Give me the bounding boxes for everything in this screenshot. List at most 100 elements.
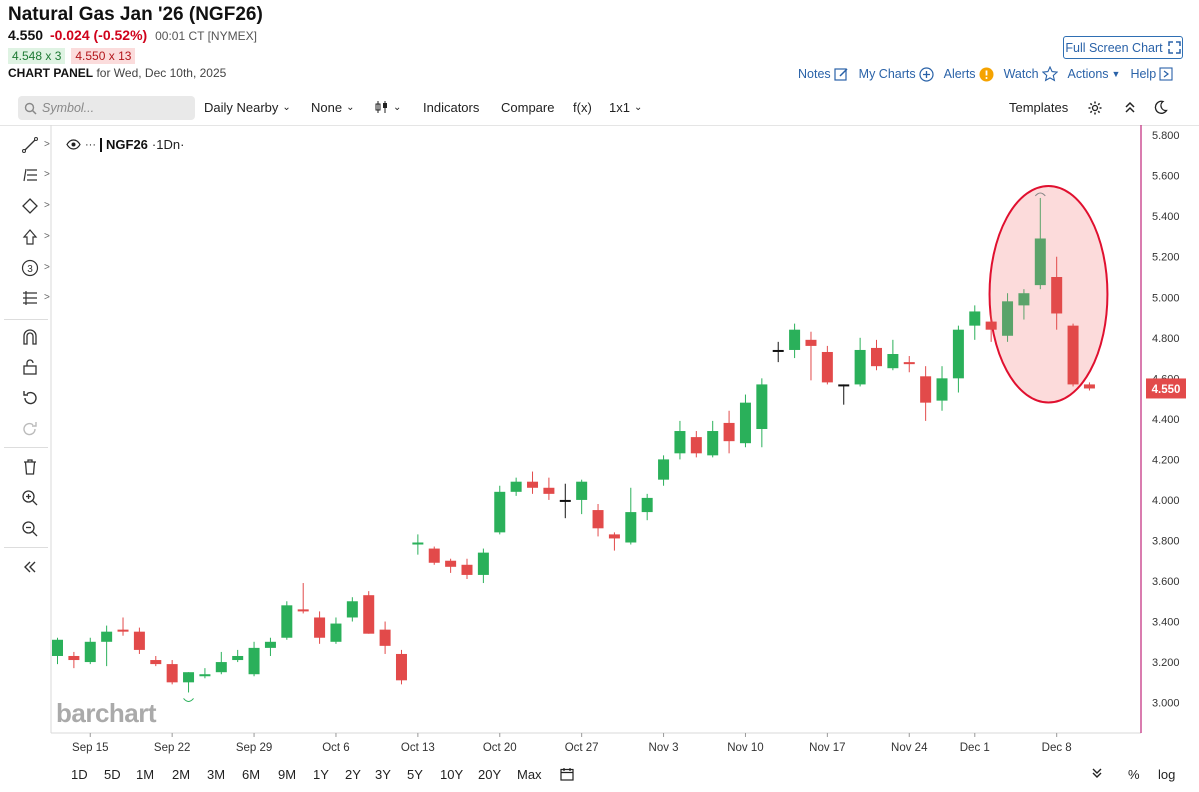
function-button[interactable]: f(x) [573,100,592,115]
eye-icon[interactable] [66,139,81,150]
candle-body [674,431,686,454]
measure-tool[interactable] [18,286,42,310]
candle-body [543,487,555,494]
y-tick-label: 3.200 [1152,657,1180,669]
alerts-button[interactable]: Alerts [944,67,994,82]
symbol-input[interactable]: Symbol... [18,96,195,120]
candle [707,420,719,458]
candle [871,339,882,371]
calendar-button[interactable] [560,767,574,784]
zoom-out-button[interactable] [18,517,42,541]
log-toggle[interactable]: log [1158,767,1176,782]
range-button-2m[interactable]: 2M [172,767,191,782]
x-tick-label: Oct 13 [401,742,435,754]
range-button-1d[interactable]: 1D [71,767,88,782]
candle [379,621,391,654]
chevron-right-icon: > [44,231,50,242]
range-button-1y[interactable]: 1Y [313,767,329,782]
collapse-button[interactable] [1123,100,1137,114]
line-tool[interactable] [18,133,42,157]
more-icon[interactable]: ··· [85,138,96,151]
range-button-9m[interactable]: 9M [278,767,297,782]
candle [903,356,915,373]
range-button-3y[interactable]: 3Y [375,767,391,782]
candle [1051,256,1063,330]
templates-button[interactable]: Templates [1009,100,1069,115]
zoom-in-button[interactable] [18,486,42,510]
range-button-2y[interactable]: 2Y [345,767,361,782]
candle-body [920,376,932,403]
actions-label: Actions [1067,67,1109,81]
y-tick-label: 5.400 [1152,211,1180,223]
collapse-sidebar-button[interactable] [18,555,42,579]
swing-high-marker [1034,192,1046,197]
magnet-tool[interactable] [18,325,42,349]
candle-body [772,349,784,352]
help-button[interactable]: Help [1130,67,1173,81]
full-screen-button[interactable]: Full Screen Chart [1063,36,1183,59]
candle [494,485,506,535]
candle [527,471,539,494]
compare-button[interactable]: Compare [501,100,555,115]
quote-time: 00:01 CT [NYMEX] [155,29,257,43]
candle [510,477,522,496]
alert-icon [979,67,994,81]
candle [821,345,833,385]
arrow-tool[interactable] [18,225,42,249]
range-button-5d[interactable]: 5D [104,767,121,782]
range-button-max[interactable]: Max [517,767,542,782]
price-line: 4.550 -0.024 (-0.52%) 00:01 CT [NYMEX] [8,27,257,43]
range-button-3m[interactable]: 3M [207,767,226,782]
candle-body [625,512,637,543]
none-dropdown[interactable]: None ⌄ [311,100,354,115]
candle [985,313,997,342]
chart-type-dropdown[interactable]: ⌄ [375,100,401,114]
undo-button[interactable] [18,386,42,410]
candle-body [510,481,522,492]
ask-value: 4.550 x 13 [71,48,136,64]
candle-body [363,595,375,634]
delete-button[interactable] [18,455,42,479]
candle-body [690,437,702,454]
candle [101,625,113,667]
notes-button[interactable]: Notes [798,67,849,82]
search-icon [24,102,37,115]
candle-body [969,311,981,326]
candle [789,323,801,359]
lock-tool[interactable] [18,355,42,379]
watch-button[interactable]: Watch [1004,66,1058,82]
indicators-button[interactable]: Indicators [423,100,480,115]
price-chart[interactable]: 5.8005.6005.4005.2005.0004.8004.6004.400… [0,125,1199,760]
shape-tool[interactable] [18,194,42,218]
candle [920,366,932,421]
range-button-20y[interactable]: 20Y [478,767,502,782]
period-dropdown[interactable]: Daily Nearby ⌄ [204,100,291,115]
panel-label: CHART PANEL [8,66,94,80]
range-button-10y[interactable]: 10Y [440,767,464,782]
percent-toggle[interactable]: % [1128,767,1140,782]
sidebar-divider [4,319,48,320]
actions-menu[interactable]: Actions ▼ [1068,67,1121,81]
settings-button[interactable] [1087,100,1103,116]
fib-tool[interactable] [18,163,42,187]
candle [739,394,751,448]
candle [117,617,129,636]
range-button-1m[interactable]: 1M [136,767,155,782]
y-tick-label: 4.200 [1152,454,1180,466]
last-price-badge [1146,378,1186,399]
chart-panel-label: CHART PANEL for Wed, Dec 10th, 2025 [8,66,226,80]
y-tick-label: 3.800 [1152,535,1180,547]
range-button-6m[interactable]: 6M [242,767,261,782]
layout-dropdown[interactable]: 1x1 ⌄ [609,100,642,115]
my-charts-button[interactable]: My Charts [859,66,934,82]
x-tick-label: Oct 27 [565,742,599,754]
dark-mode-toggle[interactable] [1153,100,1168,115]
x-tick-label: Dec 1 [960,742,990,754]
count-tool[interactable]: 3 [18,256,42,280]
redo-button[interactable] [18,417,42,441]
candle-body [739,402,751,444]
candle [346,597,358,622]
range-button-5y[interactable]: 5Y [407,767,423,782]
none-label: None [311,100,343,115]
scroll-end-button[interactable] [1091,767,1103,782]
